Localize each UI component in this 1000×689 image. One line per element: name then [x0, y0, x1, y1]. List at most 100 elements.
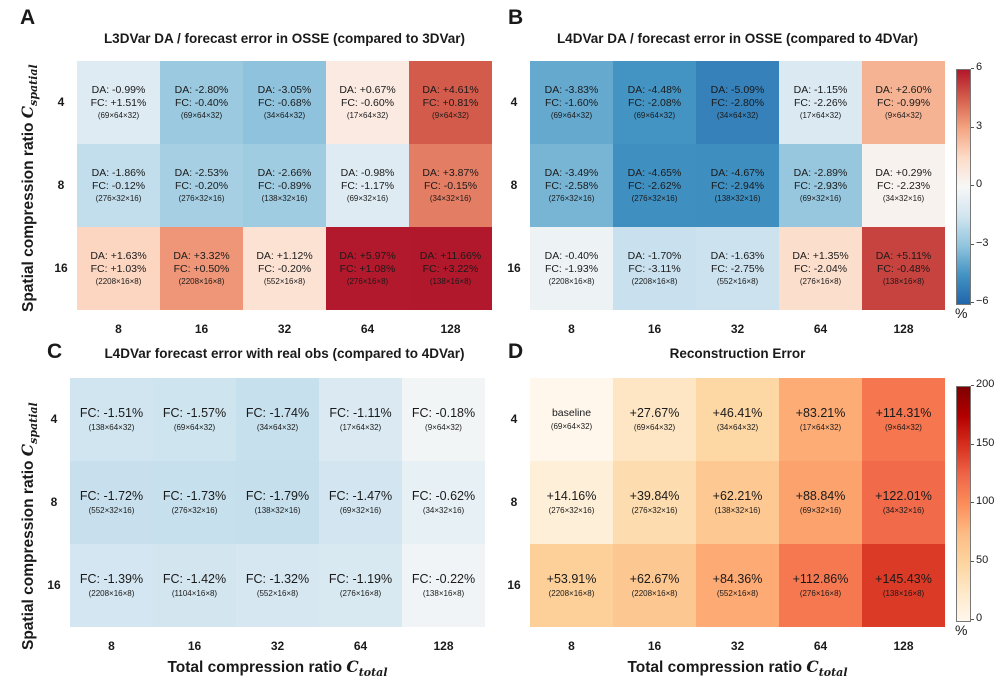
heatmap-cell: +62.67% (2208×16×8) — [613, 544, 696, 627]
cell-latent-shape: (276×32×16) — [95, 194, 142, 204]
heatmap-cell: DA: +1.12% FC: -0.20% (552×16×8) — [243, 227, 326, 310]
cell-fc-value: FC: -1.32% — [245, 572, 310, 587]
panel-letter-b: B — [508, 6, 524, 29]
cell-fc-value: FC: -0.99% — [876, 97, 931, 109]
cell-da-value: DA: +0.29% — [875, 166, 932, 179]
panel-d-heatmap: baseline (69×64×32) +27.67% (69×64×32) +46.4… — [530, 378, 945, 627]
cell-fc-value: FC: +0.81% — [422, 97, 479, 109]
cell-da-value: DA: +1.35% — [792, 249, 849, 262]
cell-fc-value: FC: -0.20% — [257, 263, 312, 275]
heatmap-cell: DA: -1.15% FC: -2.26% (17×64×32) — [779, 61, 862, 144]
cell-value: +62.67% — [629, 572, 680, 587]
cell-fc-value: FC: -2.23% — [876, 180, 931, 192]
colorbar-tick-label: 200 — [970, 378, 995, 390]
cell-fc-value: FC: -0.22% — [411, 572, 476, 587]
cell-value: +14.16% — [546, 489, 597, 504]
cell-da-value: DA: +3.87% — [422, 166, 479, 179]
heatmap-cell: FC: -1.32% (552×16×8) — [236, 544, 319, 627]
xlabel-symbol: C — [806, 657, 819, 676]
cell-da-value: DA: -2.53% — [174, 166, 229, 179]
cell-value: +46.41% — [712, 406, 763, 421]
heatmap-cell: +83.21% (17×64×32) — [779, 378, 862, 461]
y-tick-label: 4 — [57, 94, 65, 109]
heatmap-cell: +88.84% (69×32×16) — [779, 461, 862, 544]
heatmap-cell: DA: -1.86% FC: -0.12% (276×32×16) — [77, 144, 160, 227]
xlabel-text: Total compression ratio — [167, 659, 347, 676]
cell-latent-shape: (138×16×8) — [422, 588, 465, 598]
cell-latent-shape: (69×32×16) — [799, 194, 842, 204]
panel-b-title: L4DVar DA / forecast error in OSSE (comp… — [556, 31, 919, 46]
xlabel-text: Total compression ratio — [627, 659, 807, 676]
heatmap-cell: DA: +5.97% FC: +1.08% (276×16×8) — [326, 227, 409, 310]
cell-da-value: DA: -3.83% — [544, 83, 599, 96]
cell-fc-value: FC: -0.68% — [257, 97, 312, 109]
heatmap-cell: DA: -3.05% FC: -0.68% (34×64×32) — [243, 61, 326, 144]
colorbar-tick-label: 0 — [970, 612, 983, 624]
y-tick-label: 4 — [50, 411, 58, 426]
cell-fc-value: FC: -1.42% — [162, 572, 227, 587]
cell-latent-shape: (2208×16×8) — [631, 277, 678, 287]
cell-da-value: DA: +1.63% — [90, 249, 147, 262]
heatmap-cell: DA: -2.80% FC: -0.40% (69×64×32) — [160, 61, 243, 144]
colorbar-tick-label: 150 — [970, 436, 995, 449]
cell-fc-value: FC: +0.50% — [173, 263, 230, 275]
cell-da-value: DA: -2.80% — [174, 83, 229, 96]
heatmap-cell: FC: -0.22% (138×16×8) — [402, 544, 485, 627]
x-tick-label: 64 — [353, 639, 368, 653]
cell-fc-value: FC: -1.17% — [340, 180, 395, 192]
cell-latent-shape: (552×16×8) — [716, 588, 759, 598]
cell-latent-shape: (276×16×8) — [339, 588, 382, 598]
heatmap-cell: DA: -4.48% FC: -2.08% (69×64×32) — [613, 61, 696, 144]
x-tick-label: 16 — [647, 322, 662, 336]
cell-latent-shape: (276×32×16) — [631, 505, 678, 515]
cell-value: +27.67% — [629, 406, 680, 421]
heatmap-cell: DA: -4.65% FC: -2.62% (276×32×16) — [613, 144, 696, 227]
cell-latent-shape: (34×32×16) — [429, 194, 472, 204]
y-tick-label: 4 — [510, 411, 518, 426]
cell-latent-shape: (69×32×16) — [799, 505, 842, 515]
x-tick-label: 128 — [433, 639, 454, 653]
cell-fc-value: FC: +3.22% — [422, 263, 479, 275]
panel-d-xlabel: Total compression ratio Ctotal — [530, 657, 945, 679]
cell-da-value: DA: -0.99% — [91, 83, 146, 96]
y-tick-label: 16 — [47, 577, 61, 592]
cell-fc-value: FC: -2.26% — [793, 97, 848, 109]
heatmap-cell: +53.91% (2208×16×8) — [530, 544, 613, 627]
cell-latent-shape: (17×64×32) — [339, 422, 382, 432]
cell-da-value: DA: -1.63% — [710, 249, 765, 262]
heatmap-cell: DA: +1.63% FC: +1.03% (2208×16×8) — [77, 227, 160, 310]
cell-latent-shape: (552×16×8) — [263, 277, 306, 287]
cell-latent-shape: (69×32×16) — [339, 505, 382, 515]
cell-fc-value: FC: -1.74% — [245, 406, 310, 421]
cell-fc-value: FC: -2.80% — [710, 97, 765, 109]
cell-value: +62.21% — [712, 489, 763, 504]
cell-fc-value: FC: +1.51% — [90, 97, 147, 109]
colorbar-tick-label: 6 — [970, 61, 983, 73]
cell-latent-shape: (34×64×32) — [716, 422, 759, 432]
cell-fc-value: FC: -0.20% — [174, 180, 229, 192]
cell-fc-value: FC: -2.62% — [627, 180, 682, 192]
cell-fc-value: FC: -1.39% — [79, 572, 144, 587]
cell-value: +122.01% — [875, 489, 932, 504]
panel-a-title: L3DVar DA / forecast error in OSSE (comp… — [103, 31, 466, 46]
cell-da-value: DA: -4.67% — [710, 166, 765, 179]
cell-latent-shape: (69×64×32) — [550, 111, 593, 121]
cell-latent-shape: (2208×16×8) — [95, 277, 142, 287]
cell-value: +39.84% — [629, 489, 680, 504]
cell-fc-value: FC: -0.18% — [411, 406, 476, 421]
heatmap-cell: FC: -0.18% (9×64×32) — [402, 378, 485, 461]
cell-fc-value: FC: -2.58% — [544, 180, 599, 192]
cell-latent-shape: (276×32×16) — [548, 505, 595, 515]
heatmap-cell: +145.43% (138×16×8) — [862, 544, 945, 627]
heatmap-cell: FC: -1.42% (1104×16×8) — [153, 544, 236, 627]
cell-fc-value: FC: -2.93% — [793, 180, 848, 192]
heatmap-cell: FC: -1.51% (138×64×32) — [70, 378, 153, 461]
cell-latent-shape: (2208×16×8) — [88, 588, 135, 598]
cell-fc-value: FC: -2.94% — [710, 180, 765, 192]
xlabel-subscript: total — [358, 666, 388, 680]
colorbar-tick-label: 50 — [970, 553, 989, 566]
y-tick-label: 16 — [507, 260, 521, 275]
heatmap-cell: DA: -1.63% FC: -2.75% (552×16×8) — [696, 227, 779, 310]
colorbar-unit-label: % — [955, 305, 968, 321]
x-tick-label: 128 — [893, 322, 914, 336]
